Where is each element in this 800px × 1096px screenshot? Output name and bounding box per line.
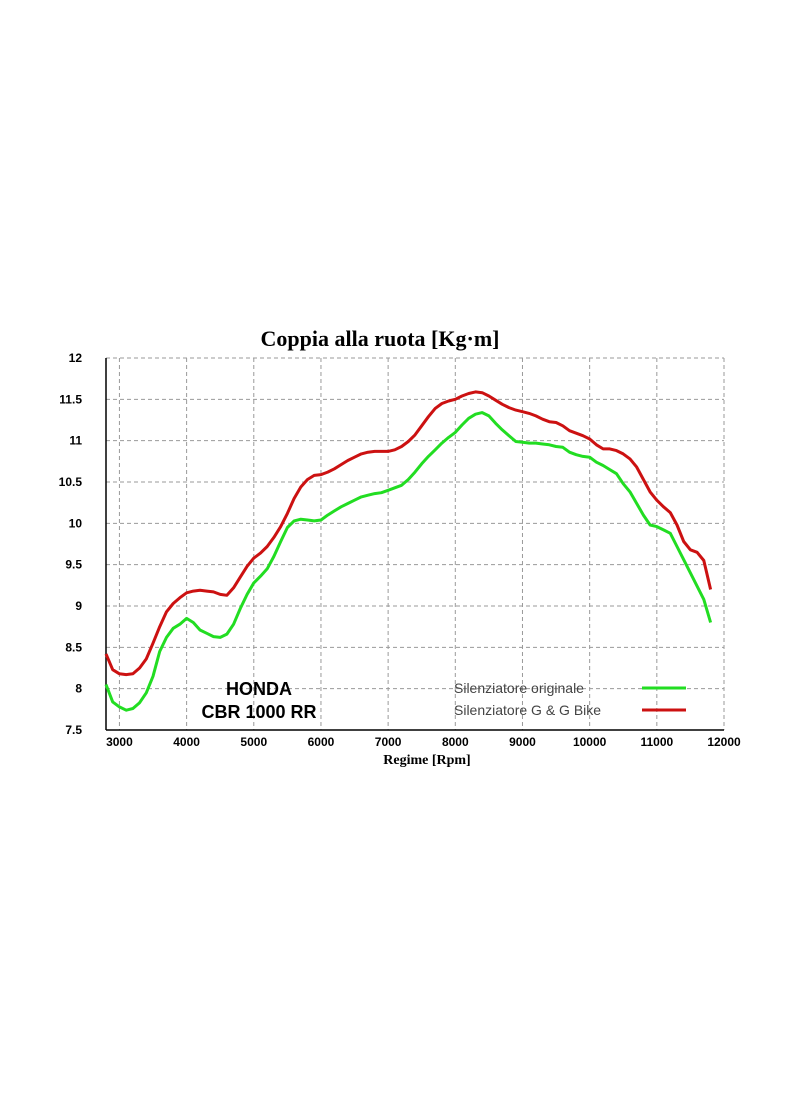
series-lines (104, 390, 713, 712)
x-tick-label: 10000 (573, 735, 607, 749)
annotation-model: CBR 1000 RR (201, 702, 316, 722)
x-tick-label: 3000 (106, 735, 133, 749)
y-tick-labels: 7.5 8 8.5 9 9.5 10 10.5 11 11.5 12 (59, 351, 83, 737)
y-tick-label: 8.5 (65, 640, 82, 654)
annotation-brand: HONDA (226, 679, 292, 699)
chart-title: Coppia alla ruota [Kg·m] (261, 326, 500, 351)
legend-label-2: Silenziatore G & G Bike (454, 702, 601, 718)
series-line-2 (104, 390, 713, 677)
y-tick-label: 12 (69, 351, 83, 365)
x-tick-label: 6000 (308, 735, 335, 749)
y-tick-label: 11.5 (59, 392, 82, 406)
x-tick-label: 9000 (509, 735, 536, 749)
x-tick-label: 5000 (240, 735, 267, 749)
series-line-1 (104, 411, 713, 712)
legend: Silenziatore originale Silenziatore G & G… (454, 680, 686, 718)
grid (106, 357, 725, 730)
y-tick-label: 9 (75, 599, 82, 613)
x-tick-label: 12000 (707, 735, 741, 749)
x-tick-label: 7000 (375, 735, 402, 749)
y-tick-label: 10 (69, 516, 83, 530)
y-tick-label: 8 (75, 682, 82, 696)
legend-label-1: Silenziatore originale (454, 680, 584, 696)
x-tick-label: 8000 (442, 735, 469, 749)
x-axis-label: Regime [Rpm] (383, 753, 470, 768)
y-tick-label: 11 (69, 434, 82, 448)
x-tick-label: 11000 (640, 735, 673, 749)
y-tick-label: 7.5 (65, 723, 82, 737)
y-tick-label: 9.5 (65, 558, 82, 572)
x-tick-labels: 3000 4000 5000 6000 7000 8000 9000 10000 11000 12… (106, 735, 741, 749)
x-tick-label: 4000 (173, 735, 200, 749)
y-tick-label: 10.5 (59, 475, 83, 489)
